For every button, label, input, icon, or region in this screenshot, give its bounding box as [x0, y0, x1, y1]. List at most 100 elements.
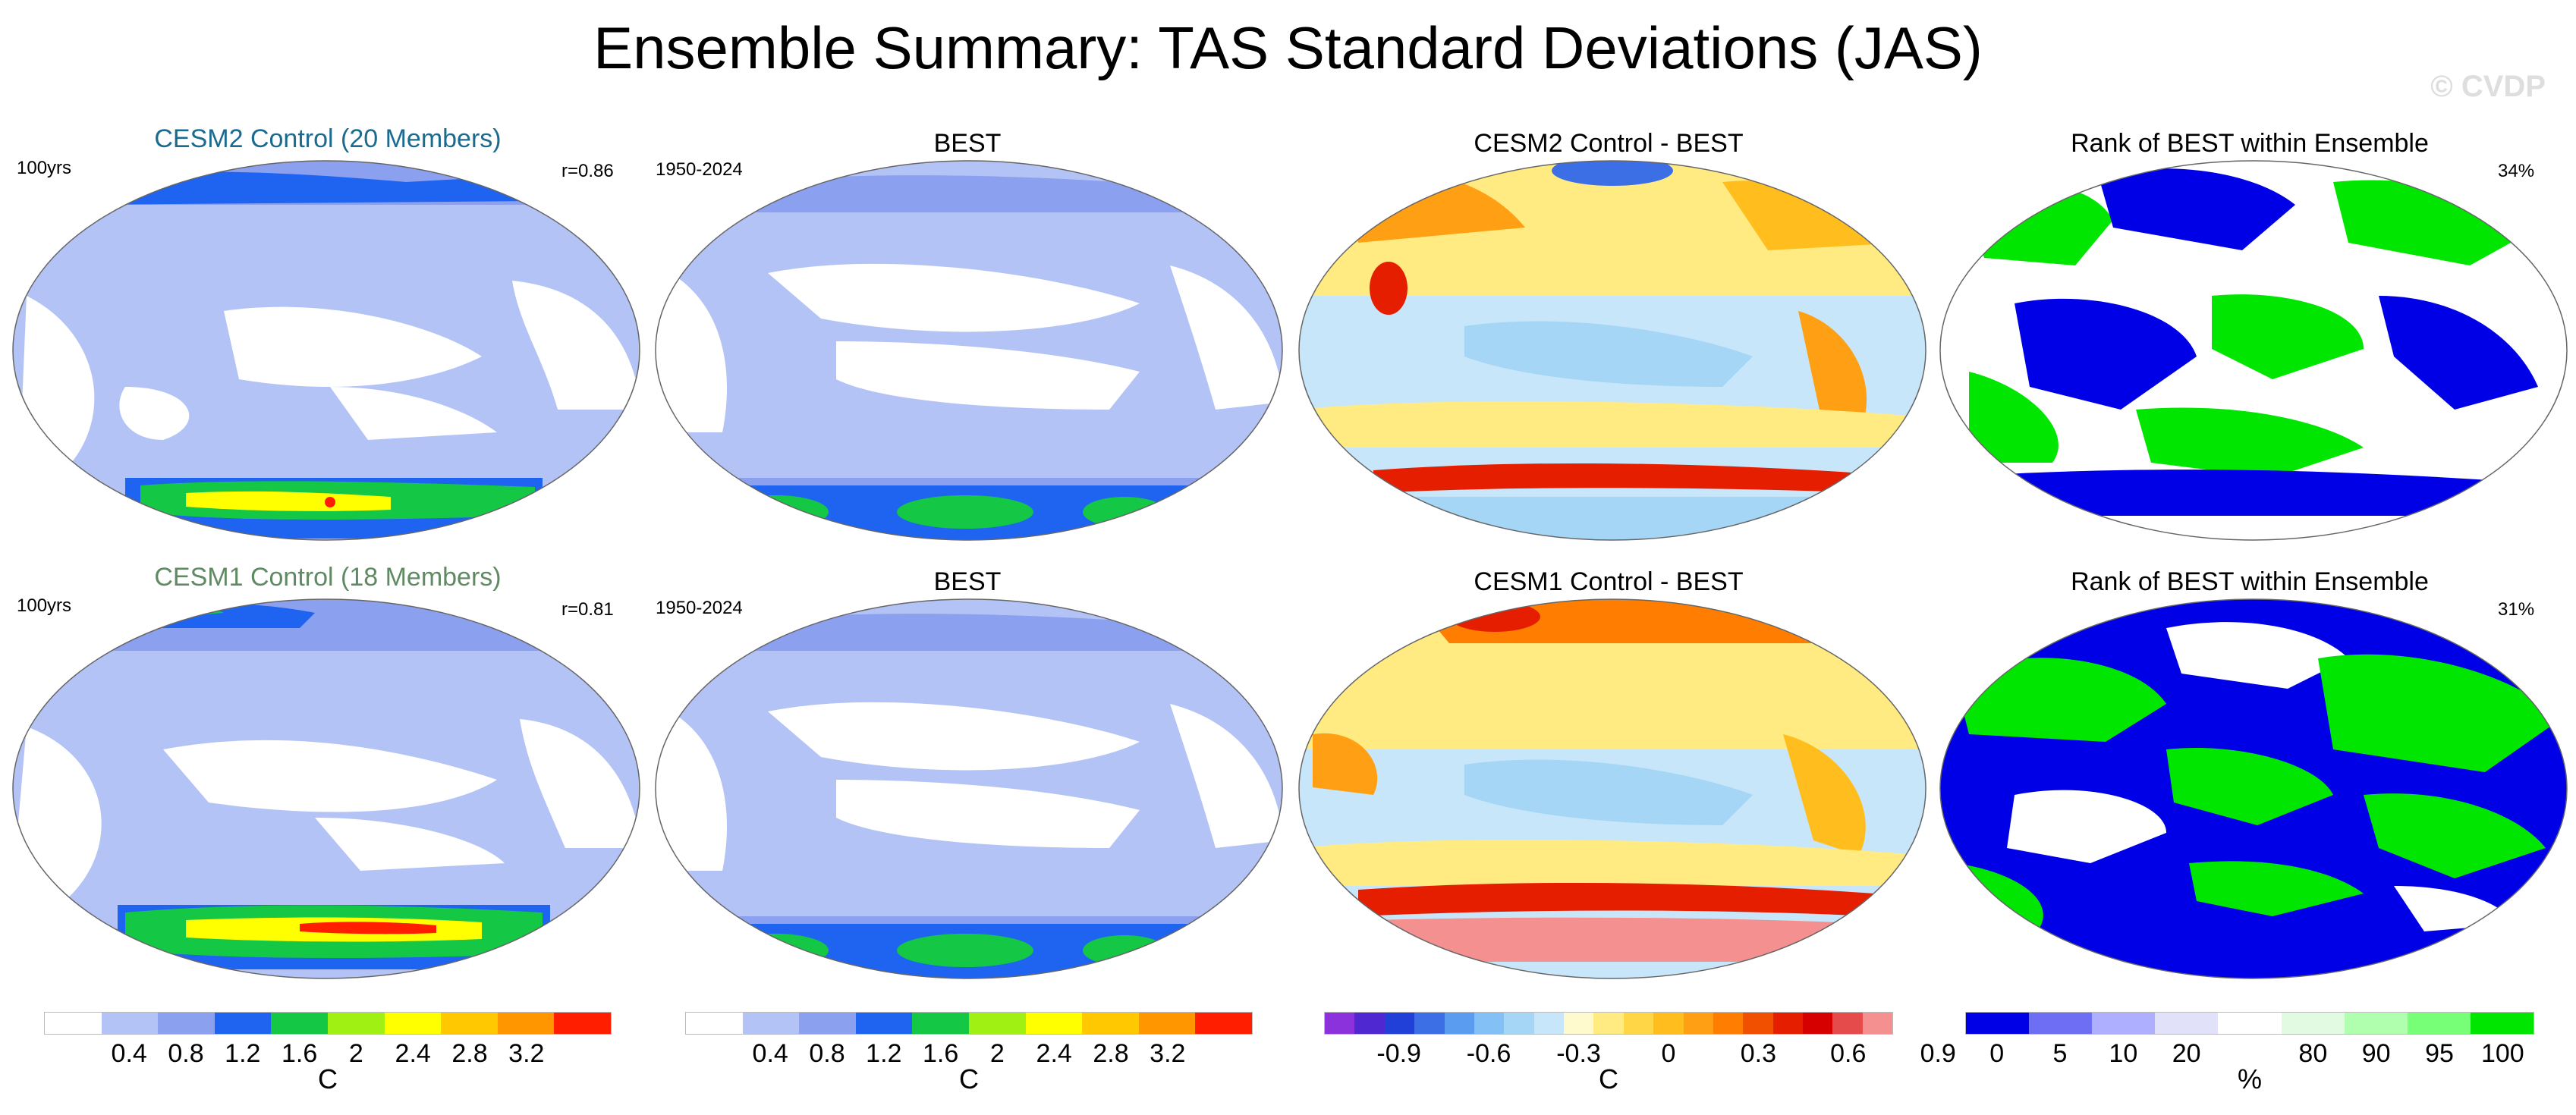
colorbar-swatch	[1325, 1013, 1355, 1034]
colorbar-tick-label: 1.6	[922, 1039, 959, 1068]
colorbar-swatch	[1832, 1013, 1863, 1034]
colorbar-swatch	[1623, 1013, 1654, 1034]
colorbar-swatch	[327, 1013, 385, 1034]
panel-left-label-cesm2: 100yrs	[17, 158, 72, 178]
colorbar-tick-label: 1.2	[866, 1039, 902, 1068]
colorbar-swatch	[1533, 1013, 1564, 1034]
colorbar-tick-label: 0.4	[752, 1039, 788, 1068]
map-rank-1	[1939, 160, 2568, 541]
colorbar-swatch	[1444, 1013, 1474, 1034]
colorbar-swatch	[1474, 1013, 1505, 1034]
panel-title-rank-2: Rank of BEST within Ensemble	[2071, 567, 2429, 596]
colorbar-tick-label: 0.4	[111, 1039, 147, 1068]
colorbar-tick-label: 90	[2361, 1039, 2391, 1068]
colorbar-tick-label: -0.6	[1466, 1039, 1511, 1068]
colorbar-tick-label: -0.9	[1376, 1039, 1421, 1068]
panel-title-best-2: BEST	[933, 567, 1002, 596]
colorbar-std-2	[685, 1012, 1253, 1035]
colorbar-tick-label: 80	[2298, 1039, 2328, 1068]
panel-right-label-cesm1: r=0.81	[561, 599, 614, 620]
colorbar-std-1	[44, 1012, 612, 1035]
colorbar-swatch	[1414, 1013, 1445, 1034]
colorbar-tick-label: 0.8	[809, 1039, 845, 1068]
colorbar-tick-label: 2.8	[1093, 1039, 1129, 1068]
colorbar-swatch	[158, 1013, 215, 1034]
colorbar-diff-units: C	[1599, 1063, 1618, 1095]
colorbar-swatch	[1025, 1013, 1083, 1034]
colorbar-swatch	[968, 1013, 1026, 1034]
colorbar-swatch	[686, 1013, 743, 1034]
colorbar-swatch	[2407, 1013, 2471, 1034]
colorbar-swatch	[912, 1013, 969, 1034]
colorbar-std-2-units: C	[959, 1063, 979, 1095]
colorbar-swatch	[45, 1013, 102, 1034]
colorbar-tick-label: 5	[2052, 1039, 2068, 1068]
colorbar-swatch	[1354, 1013, 1385, 1034]
colorbar-tick-label: 20	[2172, 1039, 2201, 1068]
colorbar-tick-label: 0.6	[1830, 1039, 1867, 1068]
colorbar-swatch	[1082, 1013, 1139, 1034]
colorbar-swatch	[1653, 1013, 1684, 1034]
colorbar-rank-ticks: 0 5 10 20 80 90 95 100	[1965, 1039, 2534, 1069]
panel-right-label-rank-2: 31%	[2498, 599, 2535, 620]
colorbar-tick-label: 100	[2480, 1039, 2524, 1068]
colorbar-swatch	[1138, 1013, 1196, 1034]
colorbar-swatch	[2218, 1013, 2282, 1034]
panel-title-cesm1-diff: CESM1 Control - BEST	[1474, 567, 1744, 596]
map-cesm2-std	[12, 160, 640, 541]
colorbar-tick-label: 2	[989, 1039, 1005, 1068]
watermark: © CVDP	[2430, 70, 2546, 103]
colorbar-swatch	[1683, 1013, 1713, 1034]
colorbar-swatch	[271, 1013, 328, 1034]
colorbar-swatch	[1564, 1013, 1594, 1034]
colorbar-swatch	[2092, 1013, 2156, 1034]
colorbar-swatch	[1966, 1013, 2030, 1034]
colorbar-swatch	[742, 1013, 800, 1034]
map-rank-2	[1939, 598, 2568, 979]
colorbar-tick-label: 95	[2425, 1039, 2454, 1068]
colorbar-tick-label: 1.2	[225, 1039, 261, 1068]
colorbar-swatch	[1504, 1013, 1534, 1034]
colorbar-swatch	[1862, 1013, 1893, 1034]
colorbar-swatch	[2344, 1013, 2408, 1034]
panel-left-label-cesm1: 100yrs	[17, 595, 72, 616]
colorbar-swatch	[855, 1013, 913, 1034]
panel-title-best-1: BEST	[933, 129, 1002, 158]
colorbar-tick-label: 10	[2109, 1039, 2138, 1068]
colorbar-swatch	[1713, 1013, 1744, 1034]
colorbar-tick-label: 0	[1989, 1039, 2005, 1068]
colorbar-tick-label: 0.3	[1740, 1039, 1776, 1068]
map-cesm1-std	[12, 598, 640, 979]
colorbar-swatch	[101, 1013, 159, 1034]
colorbar-rank	[1965, 1012, 2534, 1035]
map-best-std-2	[655, 598, 1283, 979]
panel-title-cesm1: CESM1 Control (18 Members)	[154, 563, 502, 592]
panel-right-label-rank-1: 34%	[2498, 161, 2535, 181]
colorbar-rank-units: %	[2237, 1063, 2263, 1095]
colorbar-swatch	[1195, 1013, 1252, 1034]
colorbar-tick-label: 2.8	[451, 1039, 488, 1068]
map-best-std-1	[655, 160, 1283, 541]
colorbar-swatch	[497, 1013, 555, 1034]
colorbar-swatch	[2281, 1013, 2345, 1034]
colorbar-swatch	[1384, 1013, 1415, 1034]
panel-left-label-best-1: 1950-2024	[656, 159, 743, 180]
panel-title-cesm2: CESM2 Control (20 Members)	[154, 124, 502, 153]
colorbar-swatch	[554, 1013, 611, 1034]
colorbar-std-1-units: C	[318, 1063, 338, 1095]
colorbar-swatch	[1772, 1013, 1803, 1034]
colorbar-tick-label: 2	[348, 1039, 363, 1068]
colorbar-tick-label: -0.3	[1556, 1039, 1601, 1068]
panel-title-cesm2-diff: CESM2 Control - BEST	[1474, 129, 1744, 158]
colorbar-swatch	[2470, 1013, 2534, 1034]
colorbar-std-1-ticks: 0.4 0.8 1.2 1.6 2 2.4 2.8 3.2	[44, 1039, 612, 1069]
colorbar-swatch	[441, 1013, 498, 1034]
colorbar-diff-ticks: -0.9 -0.6 -0.3 0 0.3 0.6 0.9	[1324, 1039, 1955, 1069]
map-cesm1-diff	[1298, 598, 1926, 979]
panel-left-label-best-2: 1950-2024	[656, 598, 743, 618]
colorbar-swatch	[1803, 1013, 1833, 1034]
colorbar-tick-label: 0	[1661, 1039, 1676, 1068]
colorbar-std-2-ticks: 0.4 0.8 1.2 1.6 2 2.4 2.8 3.2	[685, 1039, 1253, 1069]
colorbar-tick-label: 0.8	[168, 1039, 204, 1068]
colorbar-swatch	[2155, 1013, 2219, 1034]
